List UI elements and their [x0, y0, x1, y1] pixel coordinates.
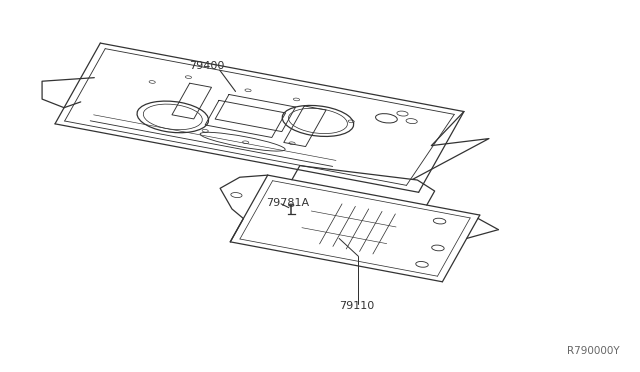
Text: 79781A: 79781A [266, 198, 309, 208]
Text: 79400: 79400 [189, 61, 225, 71]
Text: 79110: 79110 [339, 301, 374, 311]
Text: R790000Y: R790000Y [567, 346, 620, 356]
